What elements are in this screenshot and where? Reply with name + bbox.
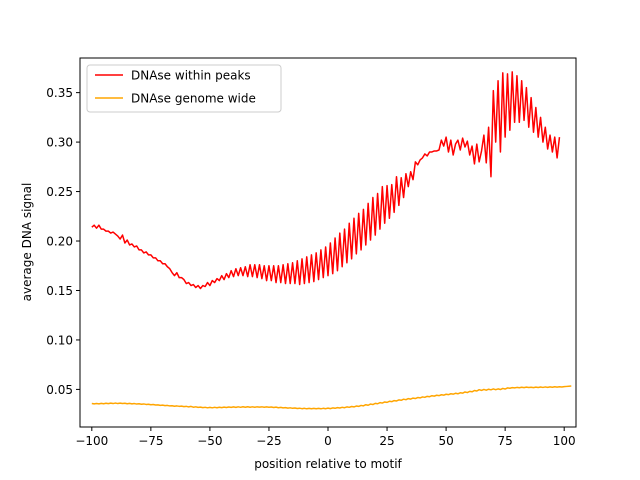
y-tick-label: 0.25 <box>46 185 73 199</box>
legend-label-within-peaks: DNAse within peaks <box>131 69 251 83</box>
y-tick-label: 0.30 <box>46 136 73 150</box>
x-axis: −100 −75 −50 −25 0 25 50 75 100 <box>75 427 576 448</box>
x-tick-label: −100 <box>75 434 108 448</box>
x-axis-label: position relative to motif <box>254 457 402 471</box>
plot-lines <box>91 71 572 410</box>
x-tick-label: 75 <box>498 434 513 448</box>
y-tick-label: 0.05 <box>46 383 73 397</box>
x-tick-label: 50 <box>438 434 453 448</box>
legend-box <box>86 64 282 113</box>
y-tick-label: 0.35 <box>46 86 73 100</box>
legend-label-genome-wide: DNAse genome wide <box>131 92 256 106</box>
x-tick-label: −75 <box>138 434 163 448</box>
x-tick-label: 0 <box>324 434 332 448</box>
y-tick-label: 0.10 <box>46 333 73 347</box>
x-tick-label: −25 <box>256 434 281 448</box>
y-axis-label: average DNA signal <box>20 183 34 302</box>
series-line-1 <box>91 385 572 410</box>
y-tick-label: 0.20 <box>46 235 73 249</box>
x-tick-label: 100 <box>553 434 576 448</box>
legend: DNAse within peaks DNAse genome wide <box>86 64 282 113</box>
y-axis: 0.05 0.10 0.15 0.20 0.25 0.30 0.35 <box>46 86 80 397</box>
series-line-0 <box>91 71 561 290</box>
y-tick-label: 0.15 <box>46 284 73 298</box>
x-tick-label: 25 <box>379 434 394 448</box>
x-tick-label: −50 <box>197 434 222 448</box>
